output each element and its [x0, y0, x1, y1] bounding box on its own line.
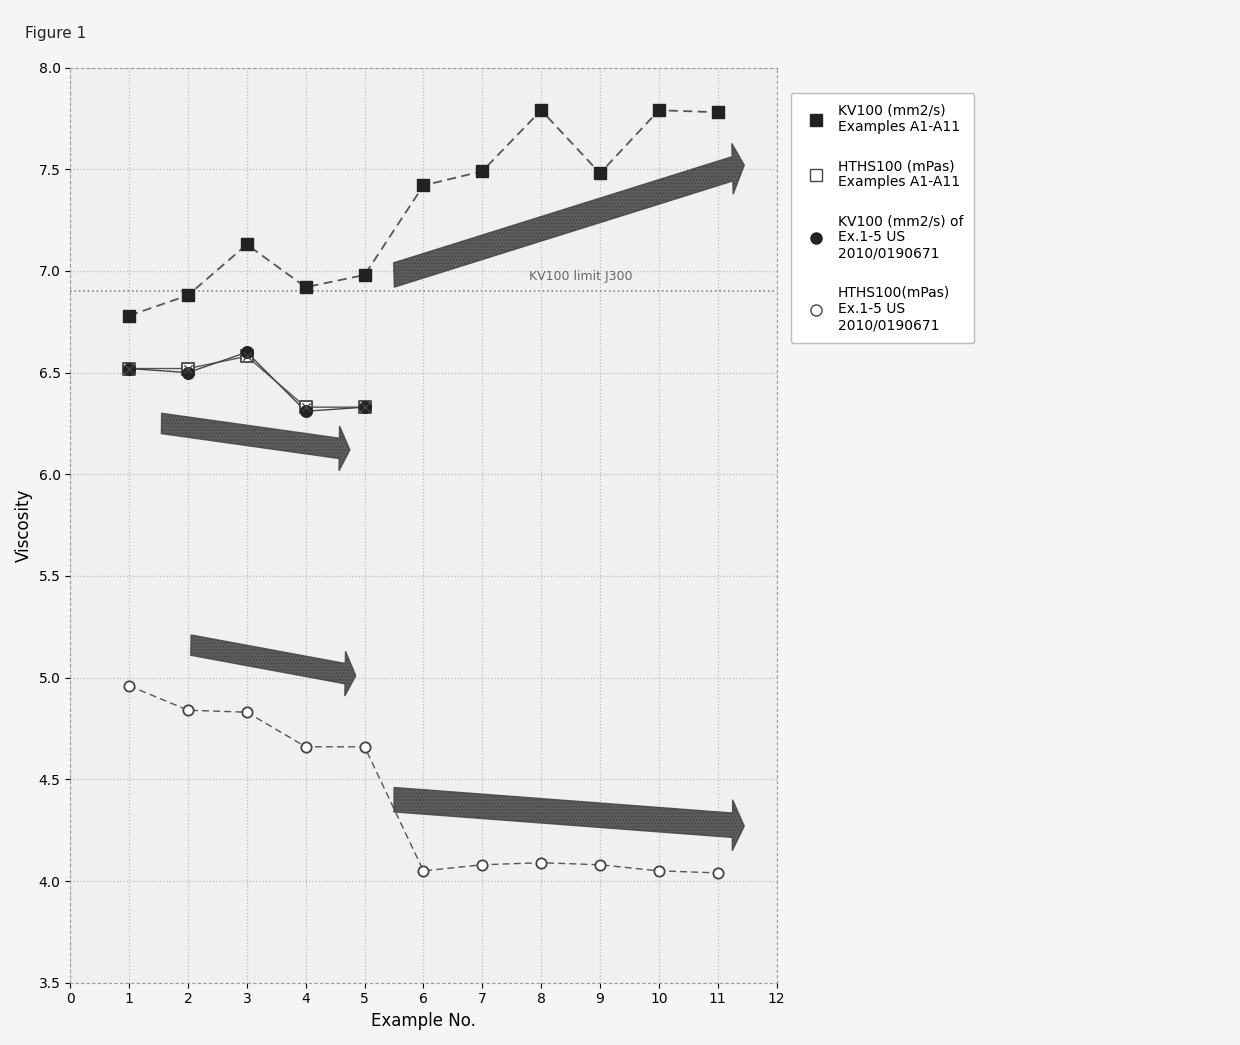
Point [590, 165, 610, 182]
Point [237, 236, 257, 253]
Point [708, 864, 728, 881]
Point [179, 361, 198, 377]
Point [119, 361, 139, 377]
Point [119, 677, 139, 694]
Point [179, 287, 198, 304]
Point [237, 348, 257, 365]
FancyArrow shape [394, 788, 744, 851]
Point [472, 857, 492, 874]
Point [237, 704, 257, 721]
Point [413, 862, 433, 879]
Point [296, 279, 316, 296]
Point [355, 739, 374, 756]
Point [355, 399, 374, 416]
Legend: KV100 (mm2/s)
Examples A1-A11, HTHS100 (mPas)
Examples A1-A11, KV100 (mm2/s) of
: KV100 (mm2/s) Examples A1-A11, HTHS100 (… [791, 93, 975, 343]
X-axis label: Example No.: Example No. [371, 1012, 476, 1030]
Point [649, 862, 668, 879]
Text: KV100 limit J300: KV100 limit J300 [529, 270, 632, 283]
Point [708, 103, 728, 120]
Text: Figure 1: Figure 1 [25, 26, 86, 41]
Point [179, 365, 198, 381]
Point [119, 361, 139, 377]
Point [355, 399, 374, 416]
Point [237, 348, 257, 365]
Point [119, 361, 139, 377]
Point [649, 101, 668, 118]
Point [472, 163, 492, 180]
Point [296, 739, 316, 756]
Point [590, 857, 610, 874]
Point [531, 101, 551, 118]
Point [179, 702, 198, 719]
Point [179, 361, 198, 377]
Point [296, 403, 316, 420]
FancyArrow shape [191, 635, 356, 696]
Y-axis label: Viscosity: Viscosity [15, 488, 33, 562]
Point [237, 344, 257, 361]
Point [355, 266, 374, 283]
Point [296, 399, 316, 416]
FancyArrow shape [161, 413, 350, 470]
Point [531, 855, 551, 872]
Point [296, 399, 316, 416]
FancyArrow shape [393, 143, 744, 287]
Point [413, 177, 433, 193]
Point [119, 307, 139, 324]
Point [355, 399, 374, 416]
